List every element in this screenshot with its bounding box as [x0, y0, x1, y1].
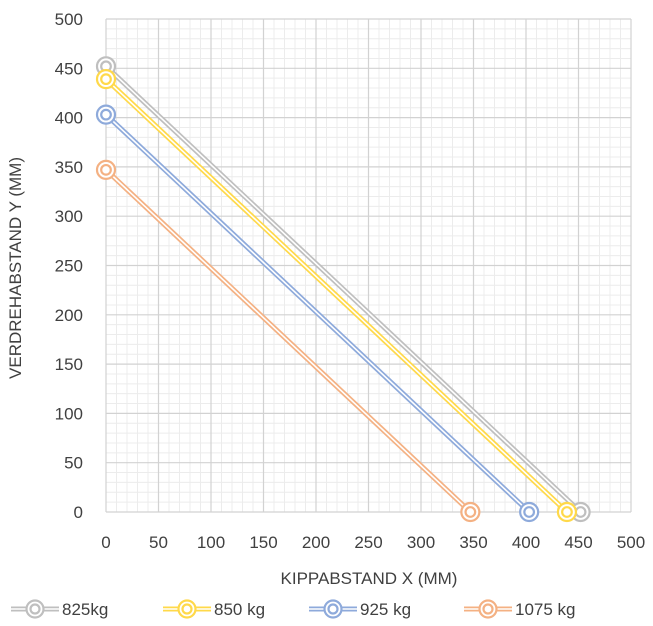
x-tick-label: 50	[149, 533, 168, 552]
y-tick-label: 500	[55, 10, 83, 29]
y-tick-label: 300	[55, 207, 83, 226]
data-point-marker-inner	[561, 506, 573, 518]
y-tick-label: 200	[55, 306, 83, 325]
y-tick-label: 250	[55, 257, 83, 276]
x-tick-label: 250	[354, 533, 382, 552]
y-tick-label: 450	[55, 59, 83, 78]
x-tick-labels: 0 50 100 150 200 250 300 350 400 450 500	[101, 533, 645, 552]
legend-swatch-marker	[323, 599, 343, 619]
data-point-marker	[95, 159, 117, 180]
legend-swatch-marker	[177, 599, 197, 619]
data-point-marker	[460, 501, 481, 523]
data-point-marker-inner	[464, 506, 477, 518]
x-tick-label: 400	[512, 533, 540, 552]
x-tick-label: 350	[459, 533, 487, 552]
data-point-marker-inner	[523, 506, 536, 518]
x-tick-label: 200	[302, 533, 330, 552]
x-tick-label: 450	[564, 533, 592, 552]
y-tick-label: 0	[74, 503, 83, 522]
legend: 825kg 850 kg 925 kg 1075 kg	[11, 599, 576, 619]
data-point-marker-inner	[100, 108, 112, 121]
data-point-marker	[95, 69, 117, 90]
legend-swatch-marker	[25, 599, 45, 619]
x-axis-title: KIPPABSTAND X (MM)	[281, 569, 458, 588]
data-point-marker-inner	[100, 163, 112, 176]
legend-label: 1075 kg	[515, 600, 576, 619]
data-point-marker-inner	[100, 73, 112, 86]
data-point-marker	[556, 501, 578, 523]
x-tick-label: 500	[617, 533, 645, 552]
y-tick-label: 400	[55, 109, 83, 128]
legend-swatch-marker-inner	[181, 603, 193, 615]
x-tick-label: 150	[249, 533, 277, 552]
y-tick-label: 350	[55, 158, 83, 177]
data-point-marker	[519, 501, 540, 523]
legend-label: 925 kg	[360, 600, 411, 619]
legend-swatch-marker-inner	[327, 603, 339, 615]
x-tick-label: 300	[407, 533, 435, 552]
y-tick-labels: 0 50 100 150 200 250 300 350 400 450 500	[55, 10, 83, 522]
legend-swatch-marker	[478, 599, 498, 619]
legend-label: 850 kg	[214, 600, 265, 619]
plot-series	[95, 56, 591, 523]
x-tick-label: 100	[197, 533, 225, 552]
series-line-inner	[105, 169, 471, 513]
legend-swatch-marker-inner	[29, 603, 41, 615]
major-gridlines	[105, 18, 632, 513]
y-axis-title: VERDREHABSTAND Y (MM)	[6, 157, 25, 379]
y-tick-label: 150	[55, 355, 83, 374]
x-tick-label: 0	[101, 533, 110, 552]
series-line-inner	[105, 65, 582, 513]
series-line-inner	[105, 114, 530, 513]
y-tick-label: 50	[64, 454, 83, 473]
legend-label: 825kg	[62, 600, 108, 619]
y-tick-label: 100	[55, 404, 83, 423]
series-line-inner	[105, 78, 568, 513]
data-point-marker	[95, 104, 117, 125]
legend-swatch-marker-inner	[482, 603, 494, 615]
